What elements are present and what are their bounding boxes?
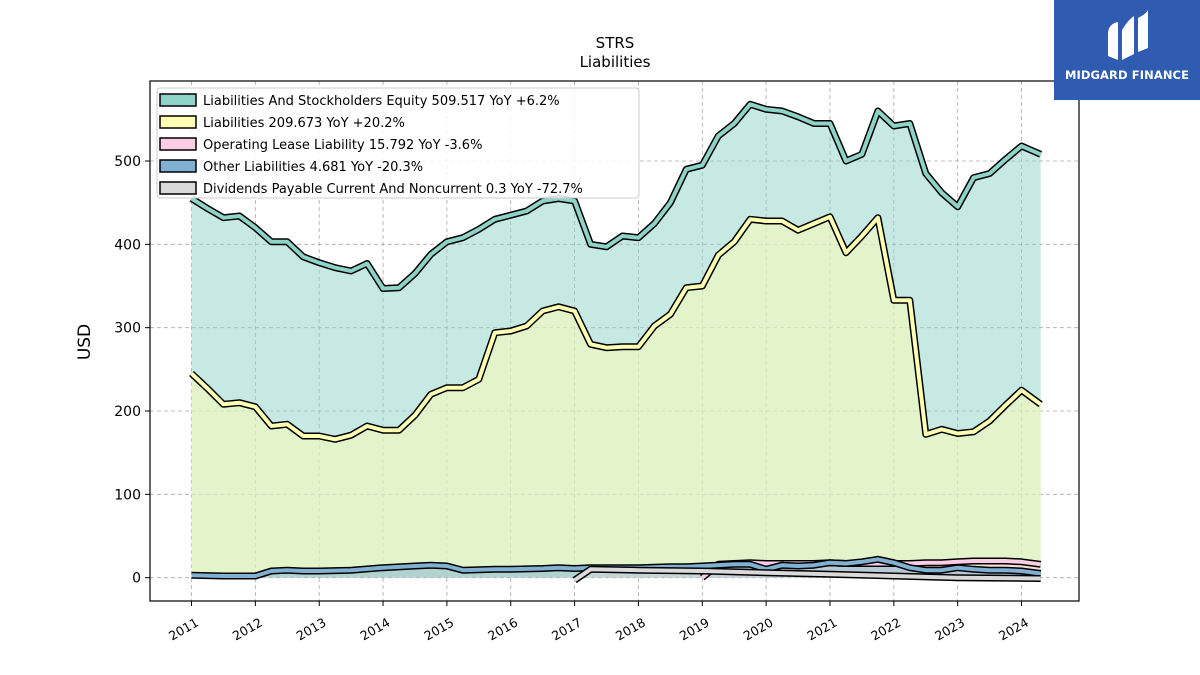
chart-subtitle: Liabilities bbox=[580, 53, 651, 71]
x-tick-label-5: 2016 bbox=[485, 615, 520, 644]
legend-label-2: Operating Lease Liability 15.792 YoY -3.… bbox=[203, 138, 482, 153]
x-tick-label-11: 2022 bbox=[868, 615, 903, 644]
legend-swatch-2 bbox=[159, 137, 197, 151]
x-tick-label-13: 2024 bbox=[996, 615, 1031, 644]
y-tick-label-1: 100 bbox=[114, 487, 141, 503]
legend-swatch-3 bbox=[159, 159, 197, 173]
y-tick-label-2: 200 bbox=[114, 404, 141, 420]
legend-swatch-4 bbox=[159, 181, 197, 195]
brand-logo: MIDGARD FINANCE bbox=[1054, 0, 1200, 100]
y-axis-ticks: 0 100 200 300 400 500 bbox=[114, 154, 150, 587]
x-tick-label-12: 2023 bbox=[932, 615, 967, 644]
legend-label-0: Liabilities And Stockholders Equity 509.… bbox=[203, 94, 560, 109]
x-tick-label-10: 2021 bbox=[804, 615, 839, 644]
x-tick-label-1: 2012 bbox=[230, 615, 265, 644]
legend-swatch-0 bbox=[159, 93, 197, 107]
legend-swatch-1 bbox=[159, 115, 197, 129]
midgard-logo-icon bbox=[1108, 10, 1148, 60]
series-lines bbox=[189, 100, 1043, 584]
plot-frame bbox=[149, 80, 1080, 602]
brand-name: MIDGARD FINANCE bbox=[1064, 68, 1190, 82]
y-tick-label-5: 500 bbox=[114, 154, 141, 170]
y-axis-label: USD bbox=[75, 324, 95, 360]
x-tick-label-4: 2015 bbox=[421, 615, 456, 644]
legend-label-1: Liabilities 209.673 YoY +20.2% bbox=[203, 116, 405, 131]
chart-title: STRS bbox=[596, 34, 635, 52]
y-tick-label-0: 0 bbox=[132, 571, 141, 587]
x-tick-label-3: 2014 bbox=[357, 615, 392, 644]
x-tick-label-2: 2013 bbox=[294, 615, 329, 644]
legend: Liabilities And Stockholders Equity 509.… bbox=[156, 87, 640, 199]
x-axis-ticks: 2011 2012 2013 2014 2015 2016 2017 2018 2019 2020… bbox=[166, 601, 1031, 644]
x-tick-label-7: 2018 bbox=[613, 615, 648, 644]
legend-label-4: Dividends Payable Current And Noncurrent… bbox=[203, 182, 583, 197]
y-tick-label-4: 400 bbox=[114, 237, 141, 253]
legend-box bbox=[156, 87, 640, 199]
series-area-1 bbox=[191, 216, 1041, 578]
series-line-4 bbox=[573, 567, 1041, 582]
x-tick-label-9: 2020 bbox=[741, 615, 776, 644]
x-tick-label-6: 2017 bbox=[549, 615, 584, 644]
legend-label-3: Other Liabilities 4.681 YoY -20.3% bbox=[203, 160, 423, 175]
series-areas bbox=[191, 104, 1041, 581]
x-tick-label-8: 2019 bbox=[677, 615, 712, 644]
series-line-0 bbox=[190, 102, 1042, 291]
series-line-1 bbox=[190, 214, 1042, 442]
y-tick-label-3: 300 bbox=[114, 321, 141, 337]
series-line-3 bbox=[191, 557, 1041, 578]
x-tick-label-0: 2011 bbox=[166, 615, 201, 644]
